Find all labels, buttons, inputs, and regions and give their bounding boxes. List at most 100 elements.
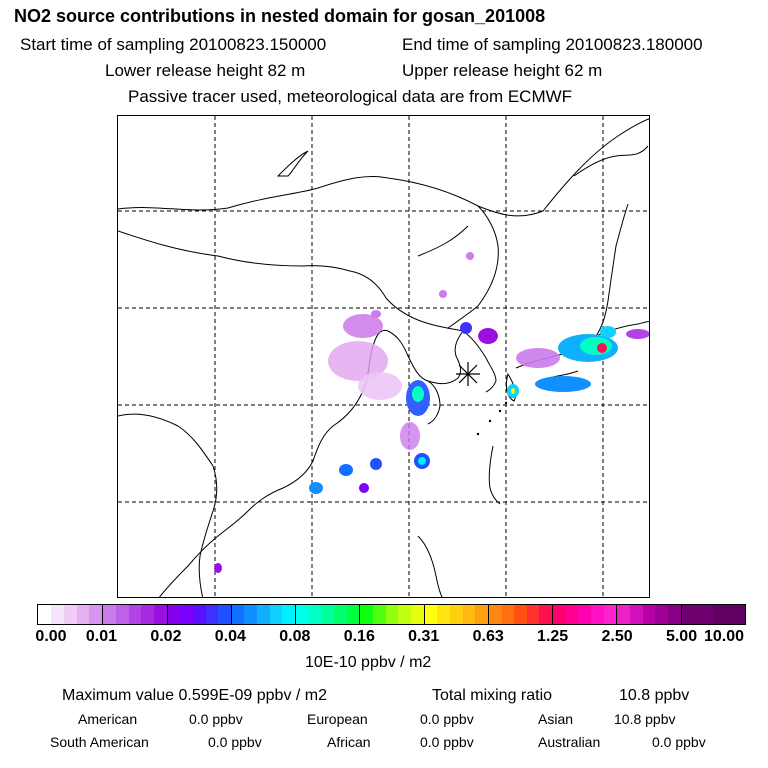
region-name: Australian — [538, 734, 601, 750]
color-swatch — [346, 605, 360, 624]
color-scale-tick-label: 0.04 — [214, 628, 246, 645]
island-dot — [476, 432, 480, 436]
plume-area — [460, 322, 472, 334]
plume-area — [466, 252, 474, 260]
color-swatch — [50, 605, 64, 624]
plume-area — [580, 337, 612, 355]
color-swatch — [424, 605, 438, 624]
plume-area — [597, 343, 607, 353]
start-time: Start time of sampling 20100823.150000 — [20, 35, 327, 54]
color-swatch — [321, 605, 335, 624]
island-dot — [504, 401, 508, 405]
sakhalin-coast — [573, 145, 649, 177]
color-swatch — [89, 605, 103, 624]
plume-area — [359, 483, 369, 493]
plume-area — [478, 328, 498, 344]
color-scale-tick-label: 0.16 — [343, 628, 375, 645]
color-swatch — [218, 605, 231, 624]
plume-area — [328, 341, 388, 381]
color-swatch — [115, 605, 129, 624]
color-swatch — [76, 605, 90, 624]
plume-area — [535, 376, 591, 392]
color-scale-tick-label: 5.00 — [665, 628, 698, 645]
color-scale-tick-label: 0.01 — [85, 628, 118, 645]
color-scale-interval — [552, 605, 617, 624]
color-scale-interval — [680, 605, 745, 624]
plume-area — [370, 458, 382, 470]
color-swatch — [591, 605, 604, 624]
color-scale-interval — [359, 605, 424, 624]
region-name: American — [78, 711, 138, 727]
color-swatch — [526, 605, 540, 624]
color-swatch — [655, 605, 669, 624]
color-scale-interval — [616, 605, 681, 624]
plume-area — [358, 372, 402, 400]
lower-release-height: Lower release height 82 m — [105, 61, 306, 80]
plume-area — [343, 314, 383, 338]
concentration-plume — [214, 252, 649, 573]
region-name: African — [327, 734, 371, 750]
manchuria-border — [447, 205, 499, 329]
color-scale-tick-label: 0.08 — [279, 628, 311, 645]
plume-area — [339, 464, 353, 476]
plot-title: NO2 source contributions in nested domai… — [14, 6, 546, 26]
color-scale-tick-label: 0.63 — [472, 628, 504, 645]
maximum-value: Maximum value 0.599E-09 ppbv / m2 — [62, 687, 328, 704]
color-swatch — [282, 605, 296, 624]
korea-coast — [462, 330, 497, 393]
color-swatch — [38, 605, 51, 624]
color-scale-interval — [487, 605, 553, 624]
tracer-note: Passive tracer used, meteorological data… — [128, 87, 573, 106]
taiwan-coast — [488, 445, 501, 505]
japan-northeast-coast — [607, 203, 629, 302]
total-mixing-ratio-value: 10.8 ppbv — [619, 687, 690, 704]
color-swatch — [385, 605, 399, 624]
color-swatch — [372, 605, 386, 624]
color-scale-interval — [102, 605, 167, 624]
color-swatch — [668, 605, 681, 624]
color-scale-tick-label: 0.02 — [150, 628, 182, 645]
color-swatch — [475, 605, 488, 624]
region-name: South American — [50, 734, 149, 750]
color-swatch — [462, 605, 476, 624]
color-swatch — [360, 605, 373, 624]
color-swatch — [437, 605, 450, 624]
color-scale-interval — [38, 605, 103, 624]
philippines-coast — [417, 535, 443, 597]
color-swatch — [398, 605, 411, 624]
color-swatch — [449, 605, 463, 624]
color-scale-interval — [295, 605, 360, 624]
color-scale-tick-label: 0.00 — [35, 628, 67, 645]
plume-area — [418, 457, 426, 465]
region-name: European — [307, 711, 368, 727]
color-swatch — [578, 605, 592, 624]
plume-area — [400, 422, 420, 450]
color-swatch — [205, 605, 219, 624]
color-swatch — [153, 605, 167, 624]
region-value: 10.8 ppbv — [614, 711, 676, 727]
color-scale-interval — [230, 605, 296, 624]
lake-baikal — [276, 150, 309, 177]
color-scale-tick-label: 1.25 — [537, 628, 569, 645]
color-swatch — [565, 605, 579, 624]
color-swatch — [63, 605, 77, 624]
plume-area — [511, 388, 515, 394]
island-dot — [498, 409, 502, 413]
region-name: Asian — [538, 711, 574, 727]
color-swatch — [642, 605, 656, 624]
china-mongolia-border — [118, 230, 464, 332]
plume-area — [214, 563, 222, 573]
color-swatch — [103, 605, 116, 624]
coastlines — [118, 118, 649, 597]
color-swatch — [257, 605, 270, 624]
russia-border — [118, 118, 649, 217]
plume-area — [412, 386, 424, 402]
total-mixing-ratio-label: Total mixing ratio — [432, 687, 553, 704]
color-scale-bar — [37, 604, 746, 625]
color-swatch — [308, 605, 322, 624]
color-swatch — [713, 605, 745, 624]
region-value: 0.0 ppbv — [420, 734, 474, 750]
color-swatch — [681, 605, 714, 624]
color-scale-tick-label: 2.50 — [601, 628, 633, 645]
color-swatch — [553, 605, 566, 624]
